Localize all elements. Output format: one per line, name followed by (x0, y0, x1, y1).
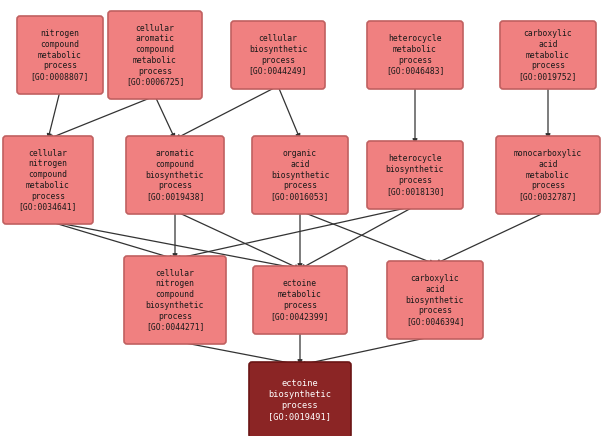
FancyBboxPatch shape (387, 261, 483, 339)
Text: nitrogen
compound
metabolic
process
[GO:0008807]: nitrogen compound metabolic process [GO:… (31, 29, 89, 81)
FancyBboxPatch shape (124, 256, 226, 344)
Text: ectoine
biosynthetic
process
[GO:0019491]: ectoine biosynthetic process [GO:0019491… (269, 379, 331, 421)
Text: heterocycle
metabolic
process
[GO:0046483]: heterocycle metabolic process [GO:004648… (385, 34, 444, 75)
Text: cellular
biosynthetic
process
[GO:0044249]: cellular biosynthetic process [GO:004424… (249, 34, 307, 75)
Text: cellular
nitrogen
compound
biosynthetic
process
[GO:0044271]: cellular nitrogen compound biosynthetic … (146, 269, 204, 331)
FancyBboxPatch shape (3, 136, 93, 224)
FancyBboxPatch shape (126, 136, 224, 214)
Text: monocarboxylic
acid
metabolic
process
[GO:0032787]: monocarboxylic acid metabolic process [G… (514, 149, 582, 201)
FancyBboxPatch shape (231, 21, 325, 89)
Text: cellular
nitrogen
compound
metabolic
process
[GO:0034641]: cellular nitrogen compound metabolic pro… (19, 149, 77, 211)
FancyBboxPatch shape (17, 16, 103, 94)
FancyBboxPatch shape (108, 11, 202, 99)
Text: carboxylic
acid
biosynthetic
process
[GO:0046394]: carboxylic acid biosynthetic process [GO… (406, 274, 465, 326)
Text: ectoine
metabolic
process
[GO:0042399]: ectoine metabolic process [GO:0042399] (271, 279, 330, 320)
FancyBboxPatch shape (253, 266, 347, 334)
Text: heterocycle
biosynthetic
process
[GO:0018130]: heterocycle biosynthetic process [GO:001… (385, 154, 444, 196)
Text: cellular
aromatic
compound
metabolic
process
[GO:0006725]: cellular aromatic compound metabolic pro… (126, 24, 184, 86)
Text: aromatic
compound
biosynthetic
process
[GO:0019438]: aromatic compound biosynthetic process [… (146, 149, 204, 201)
FancyBboxPatch shape (367, 21, 463, 89)
Text: organic
acid
biosynthetic
process
[GO:0016053]: organic acid biosynthetic process [GO:00… (271, 149, 330, 201)
Text: carboxylic
acid
metabolic
process
[GO:0019752]: carboxylic acid metabolic process [GO:00… (519, 29, 577, 81)
FancyBboxPatch shape (367, 141, 463, 209)
FancyBboxPatch shape (500, 21, 596, 89)
FancyBboxPatch shape (496, 136, 600, 214)
FancyBboxPatch shape (252, 136, 348, 214)
FancyBboxPatch shape (249, 362, 351, 436)
